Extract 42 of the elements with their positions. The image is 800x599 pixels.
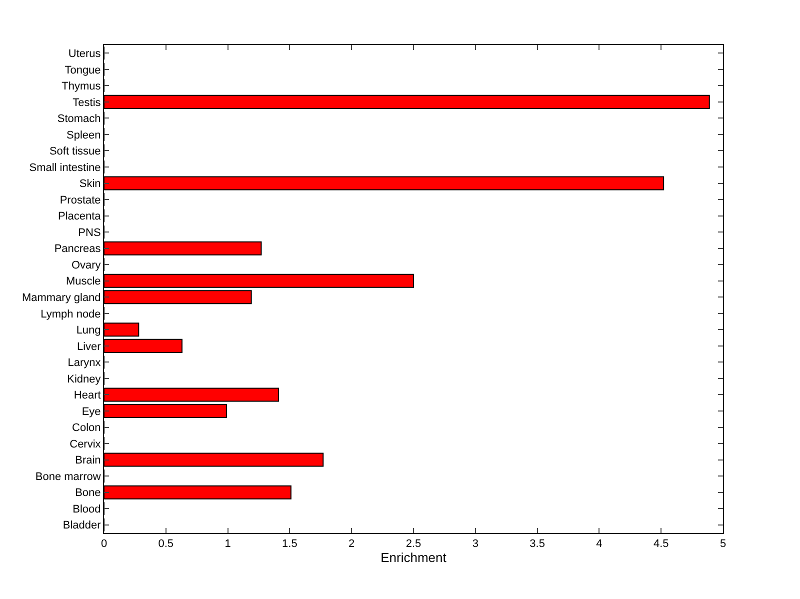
y-tick-label: PNS bbox=[78, 226, 101, 239]
y-tick-label: Prostate bbox=[60, 194, 101, 206]
y-tick-label: Tongue bbox=[64, 64, 101, 76]
x-tick-label: 0.5 bbox=[158, 538, 174, 550]
x-tick-label: 1 bbox=[224, 538, 231, 550]
y-tick-label: Colon bbox=[72, 422, 101, 434]
y-tick-label: Bladder bbox=[62, 520, 102, 532]
x-tick-label: 1.5 bbox=[282, 538, 298, 550]
y-tick-label: Eye bbox=[82, 406, 101, 418]
y-tick-label: Lymph node bbox=[40, 308, 101, 320]
y-tick-label: Stomach bbox=[57, 113, 101, 126]
y-tick-label: Brain bbox=[75, 454, 101, 467]
y-tick-label: Heart bbox=[74, 390, 101, 402]
y-tick-label: Soft tissue bbox=[49, 146, 101, 158]
x-axis-title: Enrichment bbox=[380, 550, 447, 566]
x-tick-label: 3.5 bbox=[530, 538, 545, 550]
y-tick-label: Bone bbox=[75, 487, 101, 500]
y-tick-label: Placenta bbox=[58, 210, 102, 223]
x-tick-label: 2 bbox=[348, 538, 355, 550]
y-tick-label: Spleen bbox=[66, 129, 101, 142]
x-tick-label: 0 bbox=[100, 538, 108, 550]
y-tick-label: Mammary gland bbox=[22, 292, 101, 304]
y-tick-label: Uterus bbox=[68, 48, 102, 60]
x-tick-label: 2.5 bbox=[406, 538, 422, 550]
y-tick-label: Pancreas bbox=[54, 243, 102, 256]
x-tick-label: 4 bbox=[596, 538, 602, 550]
y-tick-label: Muscle bbox=[66, 276, 101, 288]
y-tick-label: Cervix bbox=[70, 438, 102, 450]
y-tick-label: Ovary bbox=[71, 259, 102, 272]
y-tick-label: Liver bbox=[76, 340, 102, 353]
y-tick-label: Small intestine bbox=[29, 162, 101, 174]
x-tick-label: 5 bbox=[720, 538, 726, 550]
y-tick-label: Lung bbox=[76, 324, 101, 337]
y-tick-label: Testis bbox=[72, 96, 102, 109]
y-tick-label: Thymus bbox=[62, 80, 102, 93]
y-tick-label: Kidney bbox=[67, 373, 102, 386]
y-tick-label: Blood bbox=[72, 503, 101, 516]
x-tick-label: 4.5 bbox=[653, 538, 669, 550]
x-tick-label: 3 bbox=[472, 538, 478, 550]
y-tick-label: Bone marrow bbox=[35, 470, 101, 483]
y-tick-label: Larynx bbox=[68, 357, 102, 370]
y-tick-label: Skin bbox=[79, 178, 101, 190]
